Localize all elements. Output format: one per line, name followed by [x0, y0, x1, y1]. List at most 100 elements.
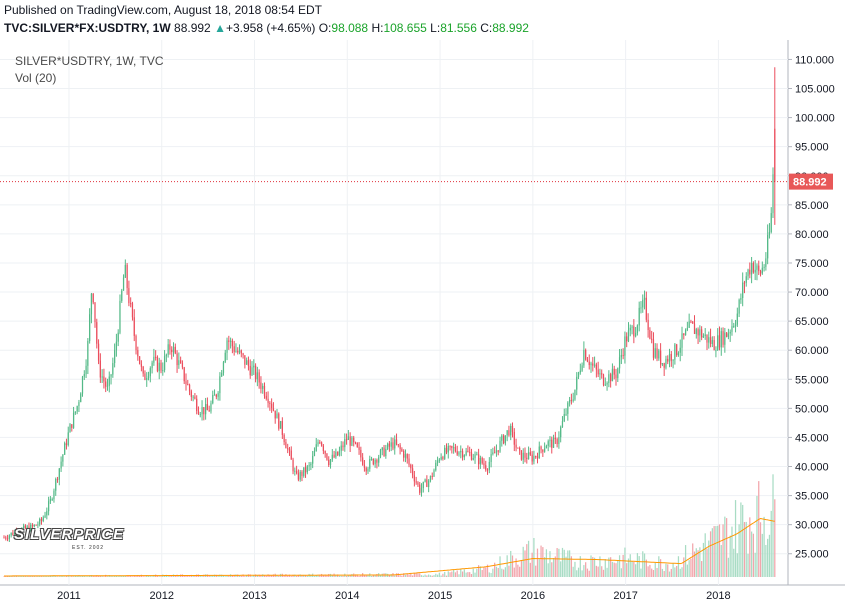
candle-body	[381, 447, 383, 451]
volume-bar	[704, 533, 706, 577]
volume-bar	[283, 575, 285, 577]
volume-bar	[390, 574, 392, 577]
volume-bar	[568, 550, 571, 577]
candle-body	[140, 363, 143, 367]
volume-bar	[133, 575, 135, 577]
candle-body	[6, 538, 9, 540]
candle-body	[724, 332, 726, 345]
candle-body	[592, 363, 594, 366]
volume-bar	[592, 557, 594, 577]
volume-bar	[310, 574, 312, 577]
candle-body	[617, 368, 619, 379]
candle-body	[651, 338, 653, 340]
volume-bar	[501, 568, 503, 577]
candle-body	[71, 424, 73, 428]
chart-area[interactable]: 110.000105.000100.00095.00090.00085.0008…	[0, 40, 845, 610]
volume-bar	[515, 558, 517, 577]
candle-body	[470, 452, 473, 460]
candle-body	[180, 360, 182, 364]
volume-bar	[565, 556, 567, 577]
volume-bar	[47, 576, 50, 577]
volume-bar	[706, 548, 708, 577]
volume-bar	[356, 574, 358, 577]
volume-bar	[231, 575, 234, 577]
volume-bar	[428, 574, 430, 577]
candle-body	[567, 402, 569, 414]
candle-body	[572, 399, 574, 401]
low-label: L:	[430, 21, 441, 35]
candle-body	[379, 450, 382, 458]
candle-body	[90, 293, 93, 315]
volume-bar	[552, 557, 555, 577]
candle-body	[420, 488, 423, 493]
candle-body	[590, 363, 592, 366]
volume-bar	[583, 565, 585, 577]
candle-body	[365, 467, 367, 472]
volume-bar	[174, 575, 176, 577]
volume-bar	[617, 560, 619, 577]
candle-body	[385, 448, 387, 457]
candle-body	[360, 449, 362, 458]
symbol-label[interactable]: TVC:SILVER*FX:USDTRY, 1W	[4, 21, 171, 35]
candle-body	[750, 263, 753, 275]
volume-bar	[649, 564, 651, 577]
volume-bar	[608, 557, 610, 577]
candle-body	[633, 326, 635, 337]
candle-body	[271, 403, 273, 409]
candle-body	[67, 432, 69, 446]
volume-bar	[451, 571, 453, 577]
volume-bar	[438, 572, 440, 577]
candle-body	[497, 450, 499, 452]
volume-bar	[579, 556, 581, 577]
candle-body	[535, 456, 537, 458]
candle-body	[517, 447, 519, 449]
x-tick-label: 2011	[57, 590, 81, 602]
volume-bar	[720, 545, 722, 577]
volume-bar	[576, 570, 578, 577]
y-tick-label: 80.000	[795, 229, 829, 241]
candle-body	[579, 370, 581, 373]
candle-body	[642, 299, 644, 308]
volume-bar	[354, 574, 357, 577]
volume-bar	[485, 567, 487, 577]
candle-body	[383, 447, 385, 457]
volume-bar	[549, 551, 551, 577]
volume-bar	[674, 567, 676, 577]
candle-body	[458, 452, 460, 455]
candle-body	[524, 452, 526, 458]
candle-body	[301, 471, 303, 476]
candle-body	[110, 374, 112, 377]
candle-body	[44, 515, 46, 518]
candle-body	[720, 331, 722, 348]
candle-body	[246, 360, 248, 365]
candle-body	[604, 384, 606, 386]
candle-body	[770, 213, 772, 233]
volume-bar	[595, 565, 597, 577]
candle-body	[35, 524, 37, 526]
candle-body	[254, 365, 257, 380]
volume-bar	[256, 575, 258, 577]
volume-bar	[486, 564, 489, 577]
candle-body	[765, 258, 767, 267]
x-tick-label: 2013	[242, 590, 266, 602]
volume-bar	[367, 574, 369, 577]
candle-body	[758, 265, 760, 272]
candle-body	[349, 436, 351, 446]
volume-bar	[340, 575, 342, 577]
last-price: 88.992	[174, 21, 211, 35]
candle-body	[429, 475, 432, 481]
candle-body	[601, 373, 603, 375]
candle-body	[215, 394, 217, 397]
volume-bar	[411, 575, 414, 577]
x-tick-label: 2018	[706, 590, 730, 602]
price-chart[interactable]: 110.000105.000100.00095.00090.00085.0008…	[0, 40, 845, 610]
volume-bar	[28, 575, 30, 577]
candle-body	[338, 450, 341, 456]
candle-body	[436, 460, 439, 463]
candle-body	[611, 368, 614, 382]
candle-body	[133, 317, 135, 336]
volume-bar	[738, 524, 740, 577]
candle-body	[531, 454, 533, 462]
close-label: C:	[480, 21, 493, 35]
candle-body	[388, 443, 391, 447]
